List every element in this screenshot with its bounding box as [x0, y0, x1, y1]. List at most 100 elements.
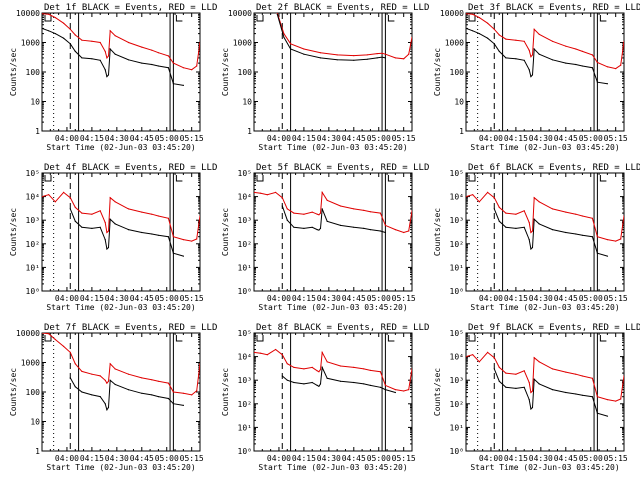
- lld-point: [575, 48, 577, 50]
- events-point: [533, 378, 535, 380]
- events-point: [533, 48, 535, 50]
- flag-bracket-right: [599, 175, 607, 182]
- events-point: [141, 62, 143, 64]
- lld-point: [182, 239, 184, 241]
- x-tick-label: 04:00: [267, 454, 291, 463]
- events-point: [81, 391, 83, 393]
- events-point: [530, 248, 532, 250]
- lld-point: [528, 381, 530, 384]
- x-tick-label: 04:00: [479, 294, 503, 303]
- lld-point: [167, 382, 169, 384]
- events-point: [353, 226, 355, 228]
- lld-point: [91, 373, 93, 375]
- y-tick-label: 10000: [228, 9, 252, 18]
- lld-point: [394, 57, 396, 59]
- events-point: [157, 396, 159, 398]
- x-tick-label: 04:15: [80, 454, 104, 463]
- lld-point: [104, 50, 106, 53]
- lld-point: [326, 361, 328, 363]
- y-axis-title: Counts/sec: [9, 48, 18, 96]
- y-tick-label: 10⁰: [26, 287, 40, 296]
- lld-point: [293, 212, 295, 214]
- lld-point: [106, 231, 108, 234]
- lld-point: [620, 64, 622, 66]
- events-point: [99, 59, 101, 61]
- flag-bracket-right: [599, 15, 607, 22]
- events-point: [523, 386, 525, 388]
- lld-point: [286, 208, 288, 210]
- x-tick-label: 04:45: [130, 134, 154, 143]
- events-point: [74, 220, 76, 222]
- lld-point: [319, 212, 322, 214]
- events-point: [318, 385, 320, 387]
- lld-point: [379, 371, 381, 373]
- lld-point: [266, 194, 268, 196]
- flag-bracket-left: [256, 15, 264, 22]
- x-axis-title: Start Time (02-Jun-03 03:45:20): [46, 143, 195, 152]
- lld-point: [319, 369, 322, 371]
- y-tick-label: 1: [459, 127, 464, 136]
- events-point: [596, 412, 599, 414]
- lld-point: [565, 211, 567, 213]
- lld-point: [551, 208, 554, 210]
- flag-bracket-right: [175, 15, 183, 22]
- lld-point: [107, 230, 110, 232]
- lld-point: [104, 221, 106, 224]
- panel-det-2f: Det 2f BLACK = Events, RED = LLD 1 10 100 10…: [221, 3, 429, 152]
- lld-point: [109, 363, 111, 365]
- events-point: [515, 227, 517, 229]
- lld-point: [316, 370, 318, 372]
- lld-point: [466, 13, 467, 15]
- lld-point: [127, 208, 130, 210]
- events-point: [106, 76, 108, 78]
- lld-series-line: [42, 191, 200, 242]
- events-point: [316, 229, 318, 231]
- x-tick-label: 04:15: [292, 294, 316, 303]
- lld-point: [384, 384, 386, 386]
- events-point: [515, 387, 517, 389]
- y-tick-label: 10⁵: [450, 169, 464, 178]
- panel-title: Det 2f BLACK = Events, RED = LLD: [256, 3, 429, 13]
- lld-point: [91, 40, 93, 42]
- events-point: [311, 226, 313, 228]
- lld-series-line: [42, 13, 200, 71]
- lld-point: [104, 379, 106, 381]
- events-point: [276, 13, 278, 15]
- events-point: [54, 33, 56, 35]
- events-point: [81, 57, 83, 59]
- events-point: [48, 30, 50, 32]
- events-point: [151, 233, 153, 235]
- events-point: [290, 48, 292, 50]
- lld-point: [478, 17, 480, 19]
- lld-point: [114, 35, 116, 37]
- x-tick-label: 04:30: [529, 454, 553, 463]
- lld-point: [408, 230, 410, 232]
- x-tick-label: 05:15: [392, 454, 416, 463]
- x-tick-label: 04:30: [317, 454, 341, 463]
- events-point: [531, 406, 534, 409]
- lld-point: [623, 215, 624, 217]
- y-axis-title: Counts/sec: [433, 48, 442, 96]
- events-point: [523, 226, 525, 228]
- x-axis-title: Start Time (02-Jun-03 03:45:20): [258, 143, 407, 152]
- events-point: [321, 366, 323, 368]
- events-point: [498, 220, 500, 222]
- events-point: [575, 63, 577, 66]
- lld-point: [276, 13, 278, 14]
- events-point: [530, 408, 532, 410]
- lld-point: [533, 357, 535, 359]
- lld-point: [283, 33, 285, 35]
- lld-point: [63, 345, 65, 347]
- lld-point: [381, 52, 383, 54]
- lld-point: [493, 197, 495, 199]
- events-point: [369, 384, 371, 386]
- lld-point: [141, 211, 143, 213]
- events-point: [369, 229, 371, 231]
- events-point: [505, 386, 507, 388]
- lld-point: [565, 371, 567, 373]
- lld-point: [538, 201, 540, 203]
- y-tick-label: 10⁰: [450, 447, 464, 456]
- lld-point: [141, 46, 143, 48]
- events-point: [528, 399, 530, 401]
- lld-point: [487, 22, 489, 24]
